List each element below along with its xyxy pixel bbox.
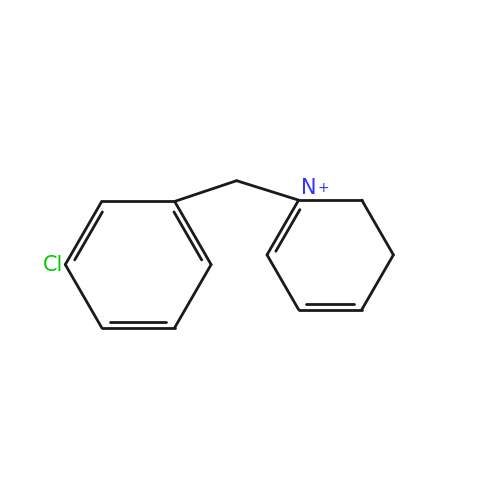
- Text: +: +: [317, 181, 328, 195]
- Text: N: N: [301, 178, 316, 198]
- Text: Cl: Cl: [42, 254, 63, 274]
